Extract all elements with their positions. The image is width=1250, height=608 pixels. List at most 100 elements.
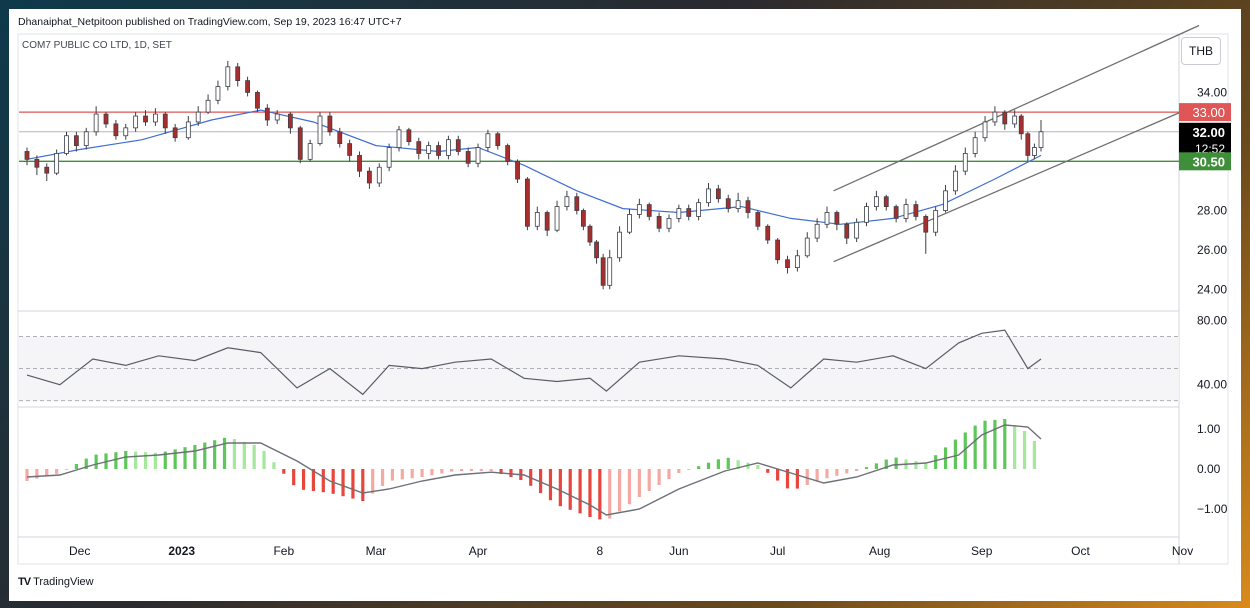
brand-name: TradingView [33, 576, 94, 588]
macd-histogram-bar [499, 469, 503, 474]
candle-body [617, 231, 622, 259]
macd-histogram-bar [1022, 431, 1027, 469]
macd-histogram-bar [74, 464, 78, 469]
resistance-price-label: 33.00 [1192, 105, 1225, 120]
macd-histogram-bar [934, 455, 938, 469]
date-tick-label: Jun [669, 544, 688, 558]
macd-histogram-bar [598, 469, 602, 520]
candle-body [765, 225, 771, 241]
chart-frame [17, 33, 1229, 565]
macd-histogram-bar [894, 457, 898, 469]
candle-body [406, 129, 412, 143]
candle-body [34, 158, 40, 168]
candle-body [686, 208, 692, 217]
candle-body [864, 206, 869, 223]
candle-body [1025, 133, 1031, 156]
channel-lower-line [833, 103, 1200, 263]
candle-body [103, 113, 109, 125]
macd-histogram-bar [242, 442, 246, 469]
macd-histogram-bar [973, 425, 977, 469]
candle-body [1012, 115, 1018, 125]
candle-body [264, 107, 270, 121]
rsi-band-fill [19, 336, 1179, 401]
macd-histogram-bar [657, 469, 661, 485]
candle-body [245, 80, 250, 93]
macd-histogram-bar [390, 469, 395, 481]
macd-tick-label: 1.00 [1197, 422, 1221, 436]
candle-body [574, 196, 580, 211]
candle-body [93, 113, 99, 133]
candle-body [735, 200, 741, 209]
candle-body [337, 131, 343, 145]
macd-histogram-bar [953, 439, 958, 469]
price-tick-label: 24.00 [1197, 282, 1227, 296]
macd-histogram-bar [134, 451, 138, 469]
candle-body [347, 143, 353, 156]
macd-histogram-bar [588, 469, 592, 517]
macd-tick-label: 0.00 [1197, 462, 1221, 476]
macd-histogram-bar [351, 469, 355, 499]
macd-tick-label: −1.00 [1197, 502, 1228, 516]
candle-body [923, 216, 929, 233]
candle-body [794, 255, 800, 269]
date-tick-label: Jul [770, 544, 785, 558]
candle-body [505, 145, 511, 162]
macd-histogram-bar [479, 469, 483, 471]
candle-body [656, 216, 662, 229]
chart-canvas[interactable]: 34.00 28.00 26.00 24.00 33.00 32.00 12:5230.50… [9, 9, 1241, 601]
candle-body [436, 145, 441, 156]
date-tick-label: Oct [1071, 544, 1090, 558]
macd-histogram-bar [84, 458, 88, 469]
moving-average-line [26, 109, 1042, 225]
candle-body [873, 196, 879, 207]
macd-histogram-bar [687, 469, 691, 470]
macd-histogram-bar [232, 439, 237, 469]
macd-histogram-bar [785, 469, 790, 489]
candle-body [386, 147, 392, 168]
candle-body [73, 135, 79, 146]
macd-histogram-bar [835, 469, 839, 476]
macd-histogram-bar [627, 469, 632, 505]
candle-body [564, 196, 570, 207]
candle-body [943, 190, 948, 211]
candle-body [172, 127, 178, 139]
candle-body [824, 212, 830, 225]
candle-body [426, 145, 432, 154]
macd-histogram-bar [450, 469, 454, 472]
macd-histogram-bar [637, 469, 641, 497]
candle-body [804, 237, 810, 257]
macd-histogram-bar [795, 469, 799, 489]
macd-histogram-bar [864, 467, 869, 469]
macd-histogram-bar [756, 465, 760, 469]
candle-body [225, 66, 231, 87]
candle-body [123, 127, 129, 137]
macd-histogram-bar [420, 469, 424, 477]
candle-body [162, 113, 168, 129]
candle-body [366, 170, 372, 184]
macd-histogram-bar [874, 463, 878, 469]
macd-histogram-bar [153, 452, 157, 469]
macd-histogram-bar [440, 469, 444, 474]
candle-body [215, 86, 221, 101]
macd-histogram-bar [766, 469, 770, 473]
candle-body [376, 166, 382, 184]
currency-button[interactable]: THB [1181, 37, 1221, 65]
rsi-tick-label: 80.00 [1197, 313, 1227, 327]
date-tick-label: Sep [971, 544, 993, 558]
macd-histogram-bar [45, 469, 49, 477]
candle-body [607, 257, 613, 286]
macd-histogram-bar [459, 469, 464, 471]
price-tick-label: 28.00 [1197, 204, 1227, 218]
macd-histogram-bar [282, 469, 286, 474]
candle-body [1032, 147, 1037, 156]
macd-histogram-bar [1013, 425, 1017, 469]
candle-body [1018, 115, 1024, 135]
macd-histogram-bar [647, 469, 651, 491]
macd-histogram-bar [173, 449, 177, 469]
candle-body [133, 115, 139, 129]
candle-body [205, 99, 211, 113]
candle-body [235, 66, 241, 82]
candle-body [152, 113, 158, 123]
candle-body [475, 147, 481, 164]
macd-histogram-bar [578, 469, 582, 514]
